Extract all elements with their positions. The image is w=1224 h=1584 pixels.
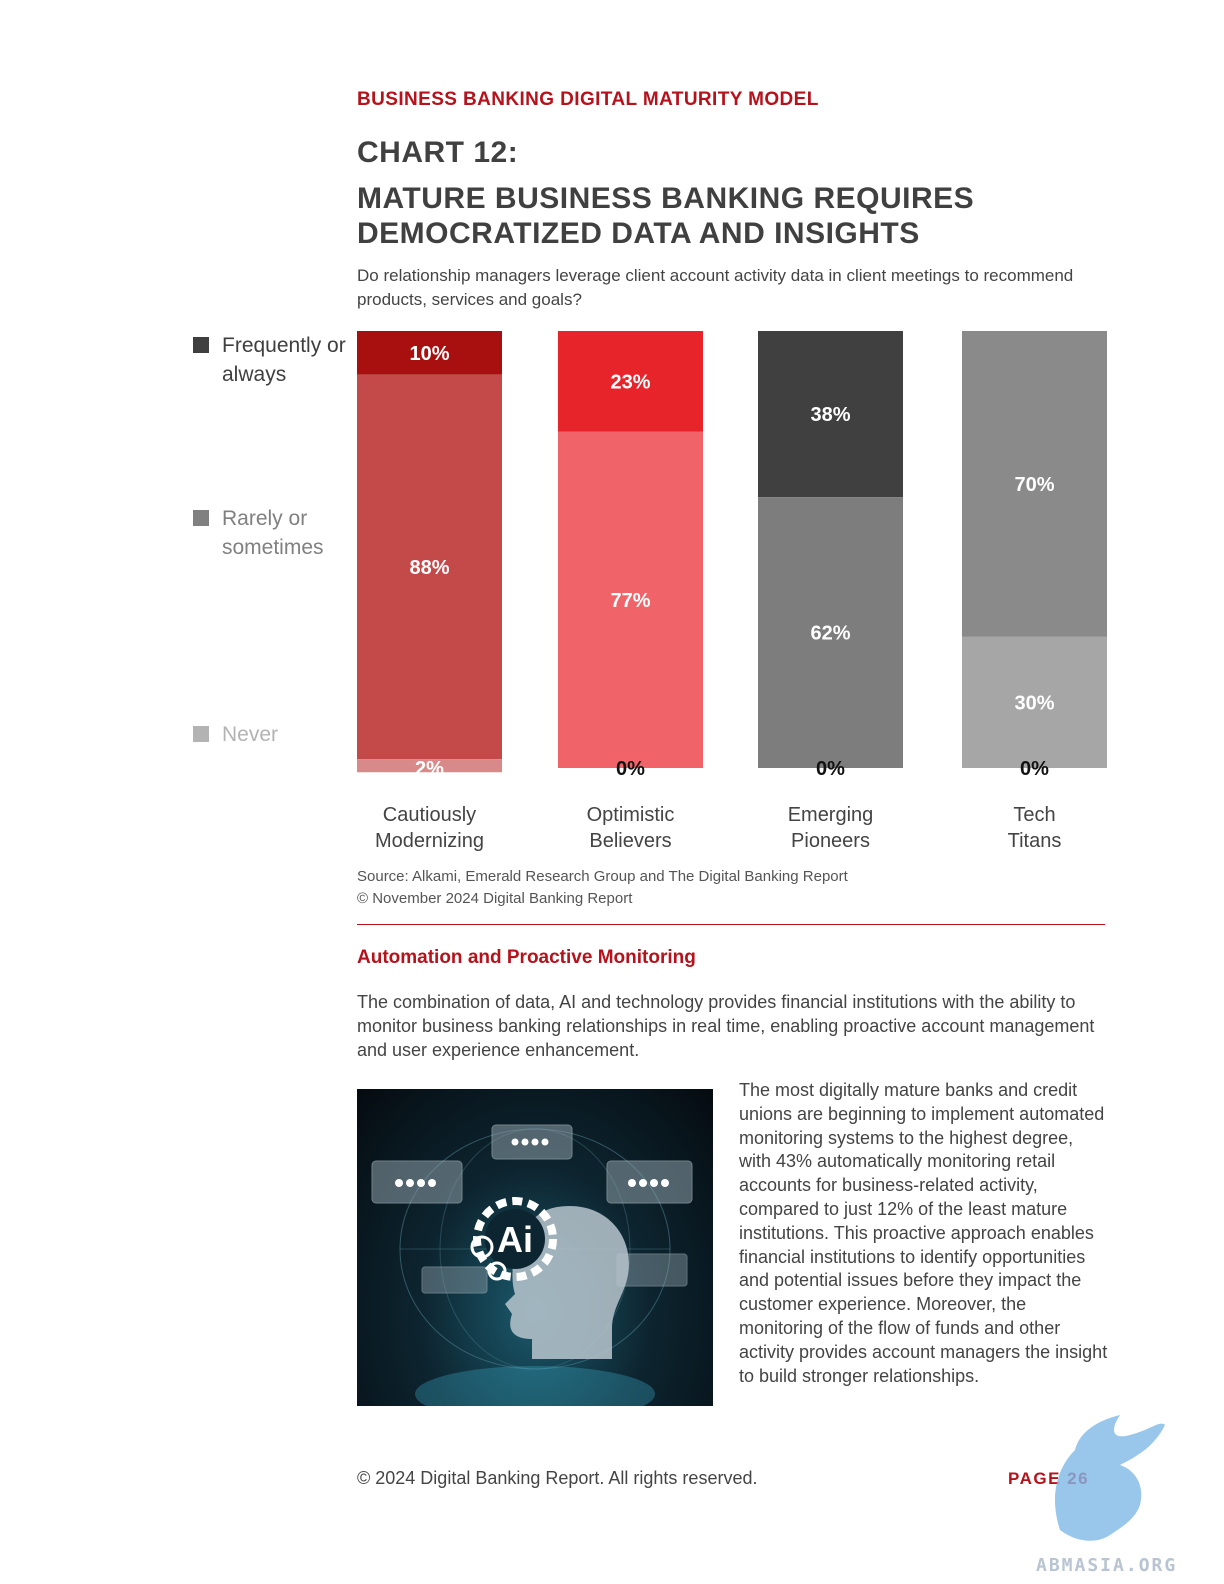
side-paragraph: The most digitally mature banks and cred… bbox=[739, 1080, 1108, 1386]
chart-question: Do relationship managers leverage client… bbox=[357, 266, 1074, 309]
data-label: 10% bbox=[409, 343, 449, 365]
data-label: 0% bbox=[816, 758, 845, 780]
bar-segment bbox=[357, 331, 502, 375]
chart-title: MATURE BUSINESS BANKING REQUIRES DEMOCRA… bbox=[357, 182, 975, 250]
category-label: Cautiously bbox=[383, 804, 476, 826]
category-label: Tech bbox=[1013, 804, 1055, 826]
category-label: Believers bbox=[589, 830, 671, 852]
section-paragraph: The combination of data, AI and technolo… bbox=[357, 992, 1095, 1060]
chart-number: CHART 12: bbox=[357, 136, 519, 169]
legend-swatch bbox=[193, 337, 209, 353]
griffin-logo bbox=[1055, 1415, 1165, 1541]
ai-head-icon: Ai bbox=[371, 1124, 693, 1406]
bar-segment bbox=[558, 331, 703, 432]
data-label: 30% bbox=[1014, 692, 1054, 714]
watermark-text: ABMASIA.ORG bbox=[1036, 1555, 1178, 1576]
category-label: Modernizing bbox=[375, 830, 484, 852]
section-label: BUSINESS BANKING DIGITAL MATURITY MODEL bbox=[357, 89, 819, 110]
copyright-line: © November 2024 Digital Banking Report bbox=[357, 890, 633, 907]
legend-swatch bbox=[193, 510, 209, 526]
bar-segment bbox=[558, 431, 703, 768]
stacked-bar-chart: 10% 88% 2% Cautiously Modernizing 23% 77% 0% Opt… bbox=[357, 331, 1107, 852]
category-label: Titans bbox=[1008, 830, 1062, 852]
category-label: Emerging bbox=[788, 804, 874, 826]
data-label: 2% bbox=[415, 758, 444, 780]
data-label: 88% bbox=[409, 557, 449, 579]
legend-label: Never bbox=[222, 723, 279, 746]
source-line: Source: Alkami, Emerald Research Group a… bbox=[357, 868, 848, 885]
data-label: 77% bbox=[610, 590, 650, 612]
divider bbox=[357, 924, 1105, 925]
data-label: 38% bbox=[810, 404, 850, 426]
bar-segment bbox=[357, 374, 502, 760]
bar-segment bbox=[357, 759, 502, 773]
ai-illustration: Ai bbox=[357, 1089, 713, 1406]
data-label: 70% bbox=[1014, 474, 1054, 496]
section-heading: Automation and Proactive Monitoring bbox=[357, 947, 696, 968]
chart-source: Source: Alkami, Emerald Research Group a… bbox=[357, 866, 848, 910]
data-label: 23% bbox=[610, 371, 650, 393]
bar-segment bbox=[962, 636, 1107, 768]
legend-label: Rarely or sometimes bbox=[222, 507, 324, 559]
category-label: Pioneers bbox=[791, 830, 870, 852]
ai-logo-text: Ai bbox=[497, 1219, 533, 1260]
data-label: 62% bbox=[810, 623, 850, 645]
data-label: 0% bbox=[616, 758, 645, 780]
legend-label: Frequently or always bbox=[222, 334, 346, 386]
bar-segment bbox=[758, 497, 903, 768]
data-label: 0% bbox=[1020, 758, 1049, 780]
category-label: Optimistic bbox=[587, 804, 675, 826]
footer-copyright: © 2024 Digital Banking Report. All right… bbox=[357, 1468, 758, 1488]
bar-segment bbox=[758, 331, 903, 498]
bar-segment bbox=[962, 331, 1107, 637]
legend-swatch bbox=[193, 726, 209, 742]
